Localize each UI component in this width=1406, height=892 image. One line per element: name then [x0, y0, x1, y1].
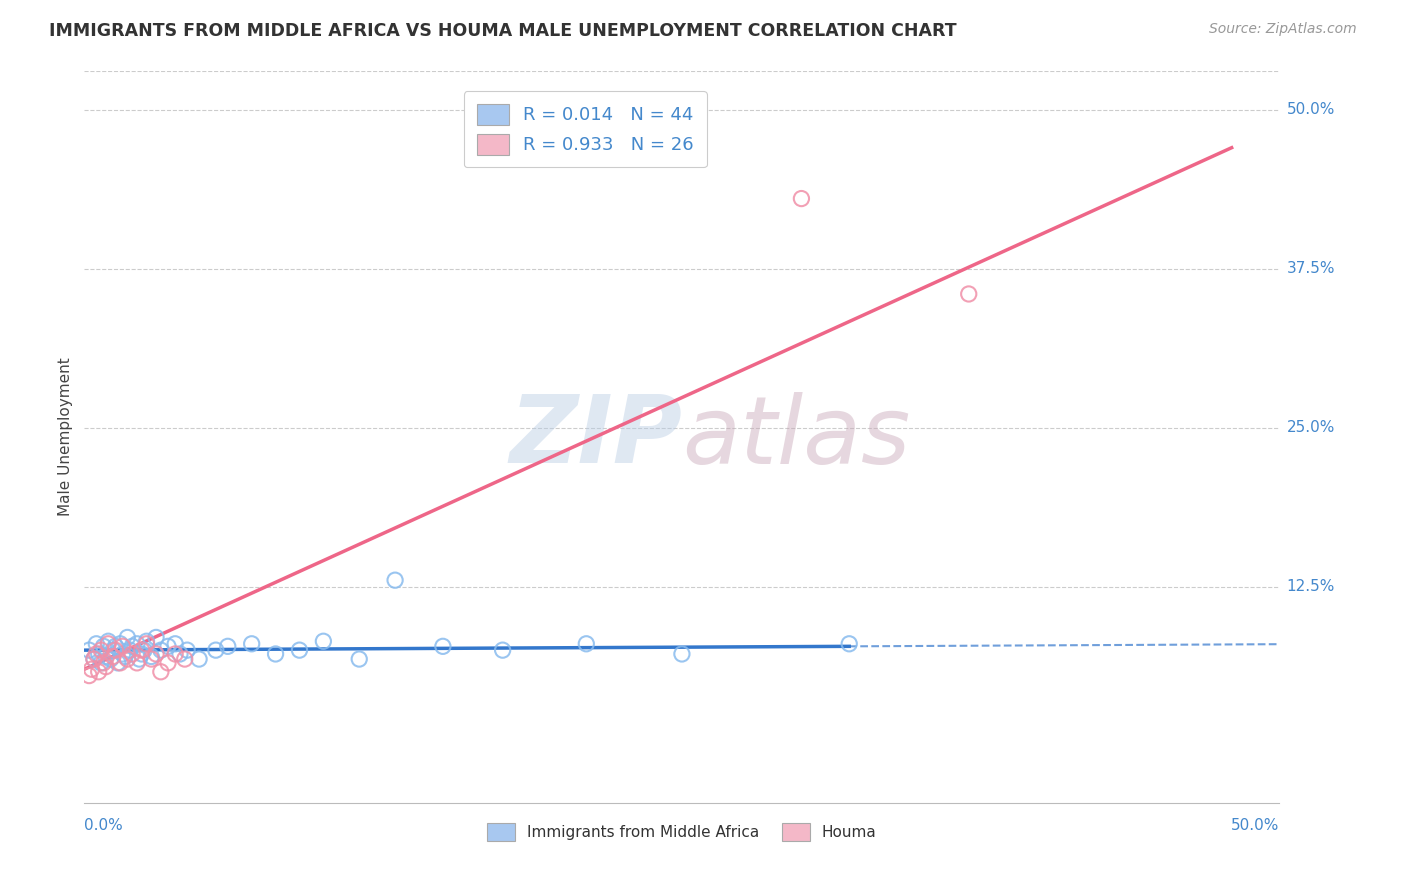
Text: 12.5%: 12.5%	[1286, 579, 1336, 594]
Point	[117, 652, 139, 666]
Point	[97, 634, 120, 648]
Text: 37.5%: 37.5%	[1286, 261, 1336, 276]
Point	[107, 656, 129, 670]
Point	[240, 637, 263, 651]
Point	[90, 643, 112, 657]
Point	[165, 637, 187, 651]
Point	[132, 643, 156, 657]
Text: ZIP: ZIP	[509, 391, 682, 483]
Point	[118, 643, 141, 657]
Text: 25.0%: 25.0%	[1286, 420, 1336, 435]
Point	[141, 649, 163, 664]
Point	[492, 643, 515, 657]
Point	[957, 287, 980, 301]
Point	[575, 637, 598, 651]
Point	[790, 192, 813, 206]
Text: 50.0%: 50.0%	[1232, 818, 1279, 833]
Point	[104, 643, 127, 657]
Point	[125, 656, 148, 670]
Legend: Immigrants from Middle Africa, Houma: Immigrants from Middle Africa, Houma	[478, 814, 886, 850]
Point	[125, 637, 148, 651]
Point	[101, 643, 124, 657]
Point	[83, 652, 105, 666]
Point	[77, 643, 100, 657]
Point	[135, 637, 157, 651]
Point	[86, 637, 108, 651]
Point	[671, 647, 693, 661]
Point	[83, 652, 105, 666]
Text: 50.0%: 50.0%	[1286, 102, 1336, 117]
Point	[97, 637, 120, 651]
Point	[94, 659, 117, 673]
Point	[169, 647, 191, 661]
Point	[432, 640, 454, 654]
Point	[145, 631, 167, 645]
Point	[111, 647, 134, 661]
Point	[131, 647, 153, 661]
Point	[100, 652, 122, 666]
Point	[264, 647, 287, 661]
Text: IMMIGRANTS FROM MIDDLE AFRICA VS HOUMA MALE UNEMPLOYMENT CORRELATION CHART: IMMIGRANTS FROM MIDDLE AFRICA VS HOUMA M…	[49, 22, 957, 40]
Point	[217, 640, 239, 654]
Point	[145, 647, 167, 661]
Point	[149, 643, 172, 657]
Point	[157, 656, 180, 670]
Point	[131, 643, 153, 657]
Point	[312, 634, 335, 648]
Point	[176, 643, 198, 657]
Point	[141, 652, 163, 666]
Point	[205, 643, 228, 657]
Point	[288, 643, 311, 657]
Point	[114, 649, 136, 664]
Point	[111, 640, 134, 654]
Point	[121, 640, 143, 654]
Point	[135, 634, 157, 648]
Point	[121, 647, 143, 661]
Point	[128, 652, 150, 666]
Text: Source: ZipAtlas.com: Source: ZipAtlas.com	[1209, 22, 1357, 37]
Point	[93, 640, 115, 654]
Point	[117, 631, 139, 645]
Point	[157, 640, 180, 654]
Point	[86, 647, 108, 661]
Point	[77, 668, 100, 682]
Point	[349, 652, 371, 666]
Text: atlas: atlas	[682, 392, 910, 483]
Point	[149, 665, 172, 679]
Point	[90, 656, 112, 670]
Point	[101, 649, 124, 664]
Point	[173, 652, 195, 666]
Point	[104, 640, 127, 654]
Point	[165, 647, 187, 661]
Point	[110, 656, 132, 670]
Point	[384, 573, 406, 587]
Point	[188, 652, 211, 666]
Point	[87, 665, 110, 679]
Point	[110, 637, 132, 651]
Text: 0.0%: 0.0%	[84, 818, 124, 833]
Point	[87, 647, 110, 661]
Y-axis label: Male Unemployment: Male Unemployment	[58, 358, 73, 516]
Point	[93, 656, 115, 670]
Point	[94, 649, 117, 664]
Point	[838, 637, 860, 651]
Point	[80, 662, 103, 676]
